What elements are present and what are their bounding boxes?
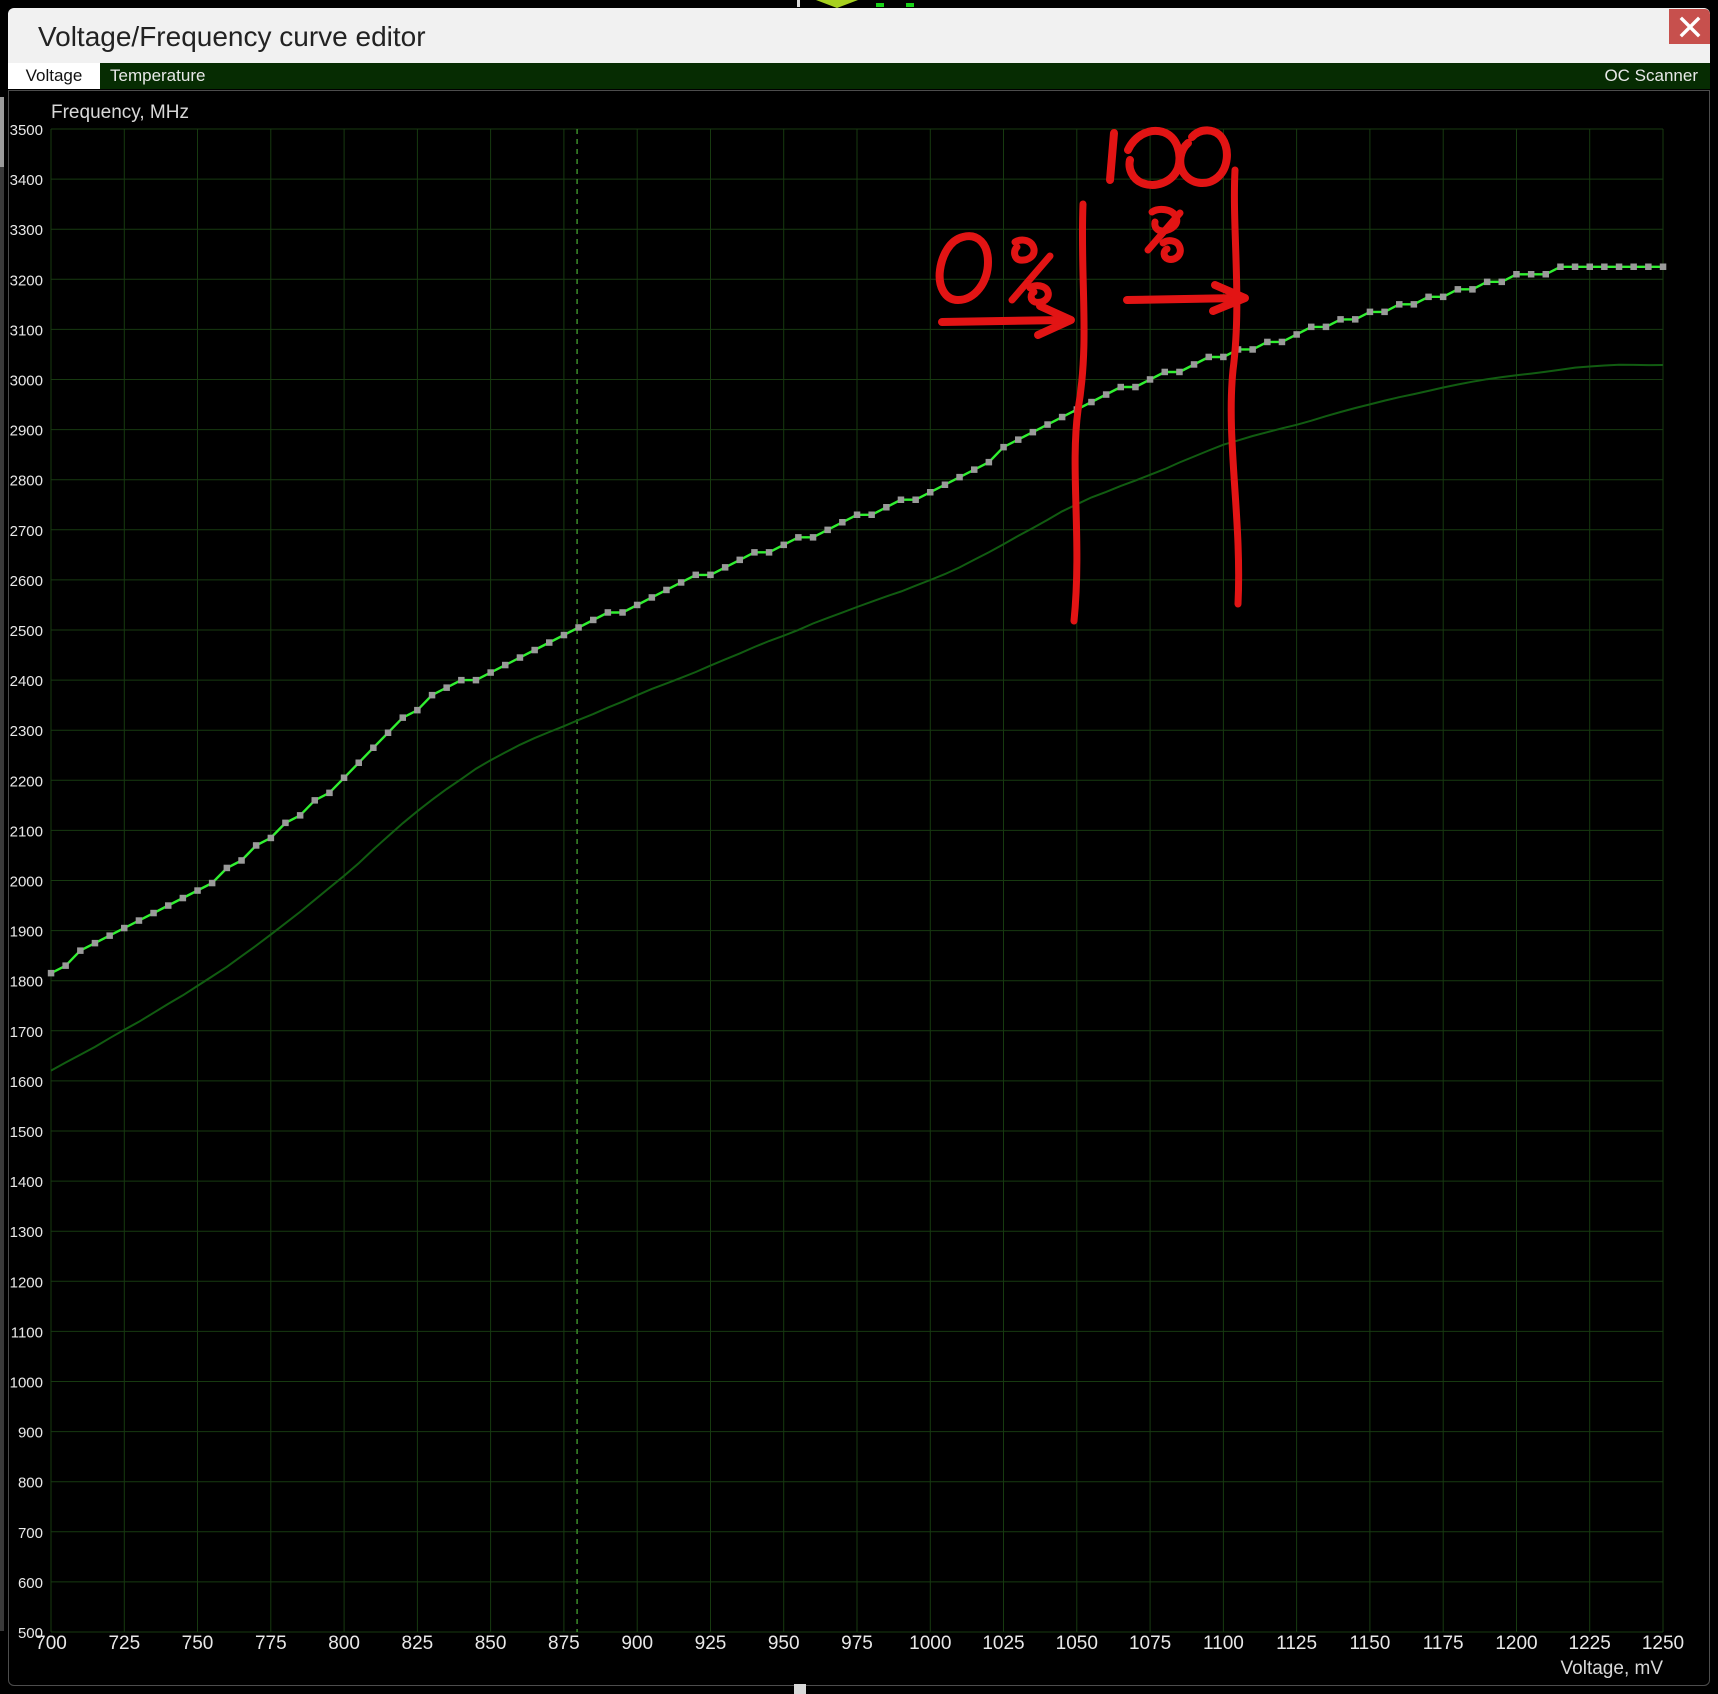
svg-text:2100: 2100 bbox=[10, 823, 43, 840]
svg-text:1700: 1700 bbox=[10, 1024, 43, 1041]
svg-text:825: 825 bbox=[402, 1633, 434, 1654]
svg-text:900: 900 bbox=[18, 1425, 43, 1442]
svg-text:3300: 3300 bbox=[10, 222, 43, 239]
svg-text:3500: 3500 bbox=[10, 122, 43, 139]
svg-text:700: 700 bbox=[18, 1525, 43, 1542]
svg-text:1900: 1900 bbox=[10, 924, 43, 941]
svg-text:1100: 1100 bbox=[1203, 1633, 1244, 1654]
svg-text:850: 850 bbox=[475, 1633, 507, 1654]
svg-text:950: 950 bbox=[768, 1633, 800, 1654]
svg-text:1500: 1500 bbox=[10, 1124, 43, 1141]
svg-text:500: 500 bbox=[18, 1625, 43, 1642]
svg-text:2200: 2200 bbox=[10, 773, 43, 790]
svg-text:1175: 1175 bbox=[1423, 1633, 1464, 1654]
svg-text:1000: 1000 bbox=[10, 1375, 43, 1392]
svg-text:600: 600 bbox=[18, 1575, 43, 1592]
svg-text:800: 800 bbox=[18, 1475, 43, 1492]
svg-text:775: 775 bbox=[255, 1633, 287, 1654]
svg-text:975: 975 bbox=[841, 1633, 873, 1654]
svg-text:1150: 1150 bbox=[1349, 1633, 1390, 1654]
svg-text:3000: 3000 bbox=[10, 373, 43, 390]
svg-text:900: 900 bbox=[621, 1633, 653, 1654]
svg-text:2500: 2500 bbox=[10, 623, 43, 640]
svg-text:2400: 2400 bbox=[10, 673, 43, 690]
svg-text:1800: 1800 bbox=[10, 974, 43, 991]
svg-text:2000: 2000 bbox=[10, 874, 43, 891]
svg-text:750: 750 bbox=[182, 1633, 214, 1654]
svg-text:875: 875 bbox=[548, 1633, 580, 1654]
svg-text:1200: 1200 bbox=[1495, 1633, 1537, 1654]
svg-text:1225: 1225 bbox=[1569, 1633, 1611, 1654]
svg-text:Frequency, MHz: Frequency, MHz bbox=[51, 102, 189, 123]
svg-text:1075: 1075 bbox=[1129, 1633, 1171, 1654]
svg-text:1300: 1300 bbox=[10, 1224, 43, 1241]
svg-text:1100: 1100 bbox=[11, 1324, 43, 1341]
svg-text:3100: 3100 bbox=[10, 322, 43, 339]
svg-text:Voltage, mV: Voltage, mV bbox=[1561, 1658, 1664, 1679]
svg-text:3200: 3200 bbox=[10, 272, 43, 289]
svg-text:725: 725 bbox=[108, 1633, 140, 1654]
svg-text:2800: 2800 bbox=[10, 473, 43, 490]
svg-text:3400: 3400 bbox=[10, 172, 43, 189]
svg-text:2700: 2700 bbox=[10, 523, 43, 540]
svg-text:925: 925 bbox=[695, 1633, 727, 1654]
svg-text:1025: 1025 bbox=[982, 1633, 1024, 1654]
svg-text:1050: 1050 bbox=[1056, 1633, 1098, 1654]
svg-text:1200: 1200 bbox=[10, 1274, 43, 1291]
svg-text:800: 800 bbox=[328, 1633, 360, 1654]
svg-text:2300: 2300 bbox=[10, 723, 43, 740]
svg-text:1400: 1400 bbox=[10, 1174, 43, 1191]
svg-text:1250: 1250 bbox=[1642, 1633, 1684, 1654]
svg-text:1000: 1000 bbox=[909, 1633, 951, 1654]
svg-text:2600: 2600 bbox=[10, 573, 43, 590]
svg-text:2900: 2900 bbox=[10, 423, 43, 440]
svg-text:1600: 1600 bbox=[10, 1074, 43, 1091]
svg-text:1125: 1125 bbox=[1276, 1633, 1317, 1654]
